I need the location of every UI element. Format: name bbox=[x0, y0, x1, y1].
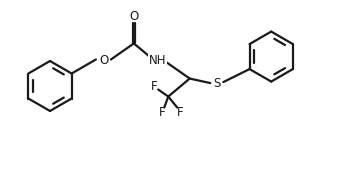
Text: F: F bbox=[159, 106, 166, 119]
Text: F: F bbox=[177, 106, 184, 119]
Text: S: S bbox=[213, 77, 221, 90]
Text: F: F bbox=[151, 80, 158, 93]
Text: O: O bbox=[130, 10, 139, 23]
Text: NH: NH bbox=[149, 54, 166, 67]
Text: O: O bbox=[99, 54, 109, 67]
